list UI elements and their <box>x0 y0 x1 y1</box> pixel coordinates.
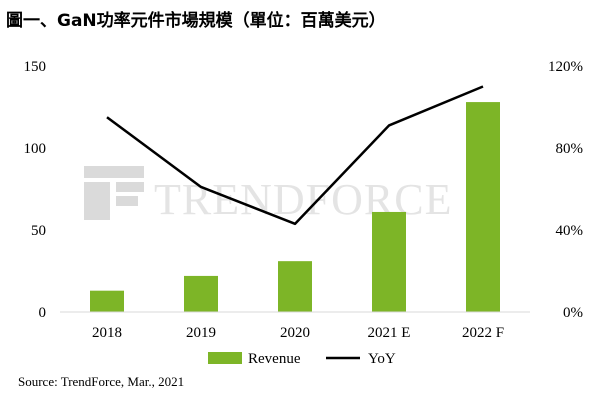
revenue-bars <box>90 102 500 312</box>
legend: Revenue YoY <box>208 351 396 367</box>
revenue-bar <box>466 102 500 312</box>
revenue-bar <box>184 275 218 312</box>
left-tick-label: 0 <box>39 305 47 321</box>
revenue-bar <box>372 211 406 312</box>
right-tick-label: 120% <box>548 59 583 75</box>
left-tick-label: 50 <box>31 223 46 239</box>
x-tick-label: 2022 F <box>462 325 504 341</box>
x-tick-label: 2020 <box>280 325 310 341</box>
x-tick-label: 2019 <box>186 325 216 341</box>
right-axis: 0% 40% 80% 120% <box>548 59 583 321</box>
left-axis: 0 50 100 150 <box>24 59 47 321</box>
x-tick-label: 2018 <box>92 325 122 341</box>
x-axis: 2018 2019 2020 2021 E 2022 F <box>60 311 530 341</box>
left-tick-label: 150 <box>24 59 47 75</box>
watermark-mark-bar-top <box>84 166 144 178</box>
source-note: Source: TrendForce, Mar., 2021 <box>18 374 185 389</box>
left-tick-label: 100 <box>24 141 47 157</box>
x-tick-label: 2021 E <box>368 325 411 341</box>
right-tick-label: 40% <box>556 223 584 239</box>
revenue-bar <box>90 290 124 312</box>
watermark-mark-stem <box>84 182 110 220</box>
legend-revenue-swatch <box>208 352 242 364</box>
legend-revenue-label: Revenue <box>248 351 301 367</box>
watermark-mark-bar-low <box>116 196 138 206</box>
watermark-mark-bar-mid <box>116 182 144 192</box>
right-tick-label: 80% <box>556 141 584 157</box>
right-tick-label: 0% <box>563 305 583 321</box>
legend-yoy-label: YoY <box>368 351 396 367</box>
yoy-line-layer <box>106 85 484 226</box>
chart-title: 圖一、GaN功率元件市場規模（單位：百萬美元） <box>6 11 386 31</box>
revenue-bar <box>278 261 312 312</box>
